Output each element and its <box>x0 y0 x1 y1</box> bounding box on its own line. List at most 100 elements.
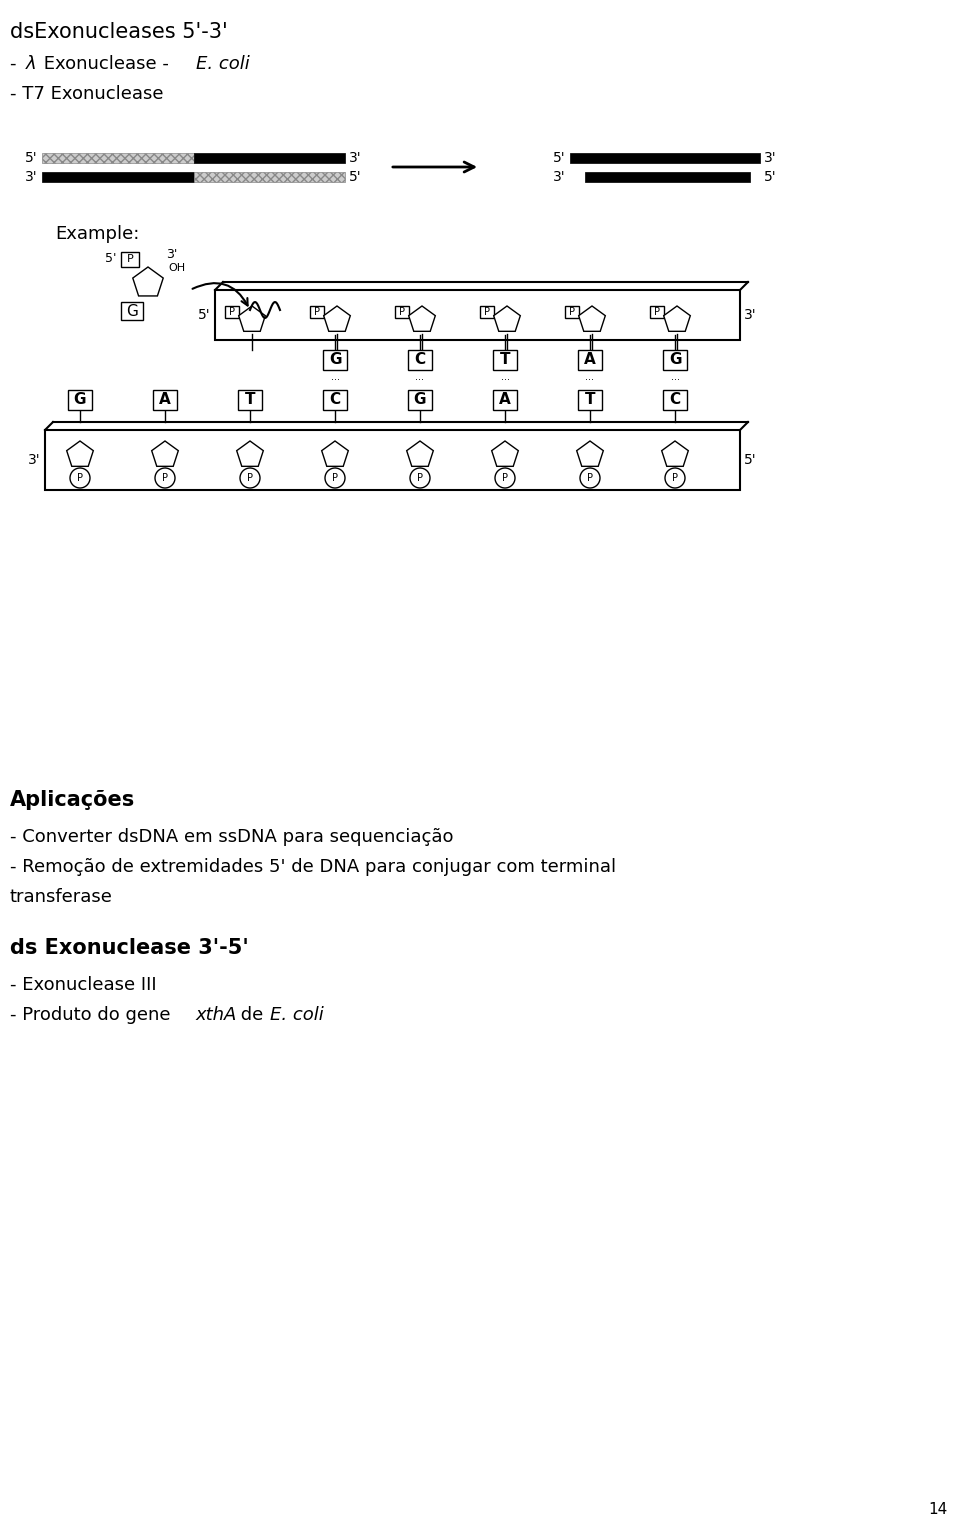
Bar <box>663 389 687 411</box>
Polygon shape <box>579 305 606 331</box>
Bar <box>565 305 579 318</box>
Circle shape <box>70 467 90 489</box>
Text: ···: ··· <box>586 376 594 385</box>
Text: 3': 3' <box>553 169 566 183</box>
Bar <box>68 389 92 411</box>
Bar <box>323 389 347 411</box>
Bar <box>215 290 740 341</box>
Polygon shape <box>132 267 163 296</box>
Text: 14: 14 <box>928 1503 948 1516</box>
Text: 3': 3' <box>349 151 362 165</box>
Bar <box>650 305 664 318</box>
Bar <box>578 350 602 370</box>
Text: - Converter dsDNA em ssDNA para sequenciação: - Converter dsDNA em ssDNA para sequenci… <box>10 828 453 846</box>
Text: 5': 5' <box>764 169 777 183</box>
Text: C: C <box>415 353 425 368</box>
Text: P: P <box>502 473 508 483</box>
Circle shape <box>325 467 345 489</box>
Circle shape <box>155 467 175 489</box>
Text: C: C <box>669 392 681 408</box>
Bar <box>395 305 409 318</box>
Text: dsExonucleases 5'-3': dsExonucleases 5'-3' <box>10 21 228 43</box>
Text: - T7 Exonuclease: - T7 Exonuclease <box>10 86 163 102</box>
Polygon shape <box>152 441 179 466</box>
Bar <box>480 305 494 318</box>
Text: - Exonuclease III: - Exonuclease III <box>10 976 156 994</box>
Bar <box>493 350 517 370</box>
Polygon shape <box>661 441 688 466</box>
Text: -: - <box>10 55 22 73</box>
Text: T: T <box>245 392 255 408</box>
Polygon shape <box>324 305 350 331</box>
Text: Aplicações: Aplicações <box>10 789 135 809</box>
Text: 5': 5' <box>553 151 566 165</box>
Text: P: P <box>229 307 235 318</box>
Polygon shape <box>409 305 435 331</box>
Polygon shape <box>322 441 348 466</box>
Bar <box>663 350 687 370</box>
Polygon shape <box>66 441 93 466</box>
Circle shape <box>665 467 685 489</box>
Text: P: P <box>127 253 133 264</box>
Text: E. coli: E. coli <box>270 1006 324 1025</box>
Text: xthA: xthA <box>195 1006 236 1025</box>
Text: P: P <box>587 473 593 483</box>
Text: - Remoção de extremidades 5' de DNA para conjugar com terminal: - Remoção de extremidades 5' de DNA para… <box>10 858 616 876</box>
Text: A: A <box>499 392 511 408</box>
Text: 5': 5' <box>349 169 362 183</box>
Bar <box>493 389 517 411</box>
Bar <box>121 252 139 267</box>
Text: OH: OH <box>168 263 185 273</box>
Text: P: P <box>484 307 490 318</box>
Text: C: C <box>329 392 341 408</box>
Bar <box>578 389 602 411</box>
Text: G: G <box>328 353 341 368</box>
Text: G: G <box>669 353 682 368</box>
Text: 5': 5' <box>25 151 38 165</box>
Text: 3': 3' <box>25 169 38 183</box>
Circle shape <box>240 467 260 489</box>
Text: ···: ··· <box>330 376 340 385</box>
Text: P: P <box>654 307 660 318</box>
Text: G: G <box>74 392 86 408</box>
Bar <box>408 389 432 411</box>
Text: A: A <box>584 353 596 368</box>
Bar <box>153 389 177 411</box>
Text: ds Exonuclease 3'-5': ds Exonuclease 3'-5' <box>10 938 249 957</box>
Text: 5': 5' <box>744 454 756 467</box>
Text: 3': 3' <box>744 308 756 322</box>
Text: 3': 3' <box>29 454 41 467</box>
Text: P: P <box>247 473 253 483</box>
Text: Exonuclease -: Exonuclease - <box>38 55 175 73</box>
Bar <box>121 302 143 321</box>
Bar <box>45 431 740 490</box>
Text: Example:: Example: <box>55 224 139 243</box>
Text: 5': 5' <box>199 308 211 322</box>
Text: ···: ··· <box>670 376 680 385</box>
Text: P: P <box>672 473 678 483</box>
Text: G: G <box>126 304 138 319</box>
Text: 5': 5' <box>105 252 116 264</box>
Polygon shape <box>237 441 263 466</box>
Bar <box>408 350 432 370</box>
Text: P: P <box>332 473 338 483</box>
Text: - Produto do gene: - Produto do gene <box>10 1006 177 1025</box>
Text: P: P <box>399 307 405 318</box>
Polygon shape <box>493 305 520 331</box>
Text: ···: ··· <box>500 376 510 385</box>
Polygon shape <box>492 441 518 466</box>
Text: G: G <box>414 392 426 408</box>
Bar <box>225 305 239 318</box>
Polygon shape <box>407 441 433 466</box>
Circle shape <box>495 467 515 489</box>
Circle shape <box>410 467 430 489</box>
Text: A: A <box>159 392 171 408</box>
Text: P: P <box>569 307 575 318</box>
Bar <box>323 350 347 370</box>
Text: λ: λ <box>26 55 36 73</box>
Polygon shape <box>239 305 265 331</box>
Polygon shape <box>663 305 690 331</box>
Text: T: T <box>585 392 595 408</box>
Text: P: P <box>77 473 83 483</box>
Text: P: P <box>162 473 168 483</box>
